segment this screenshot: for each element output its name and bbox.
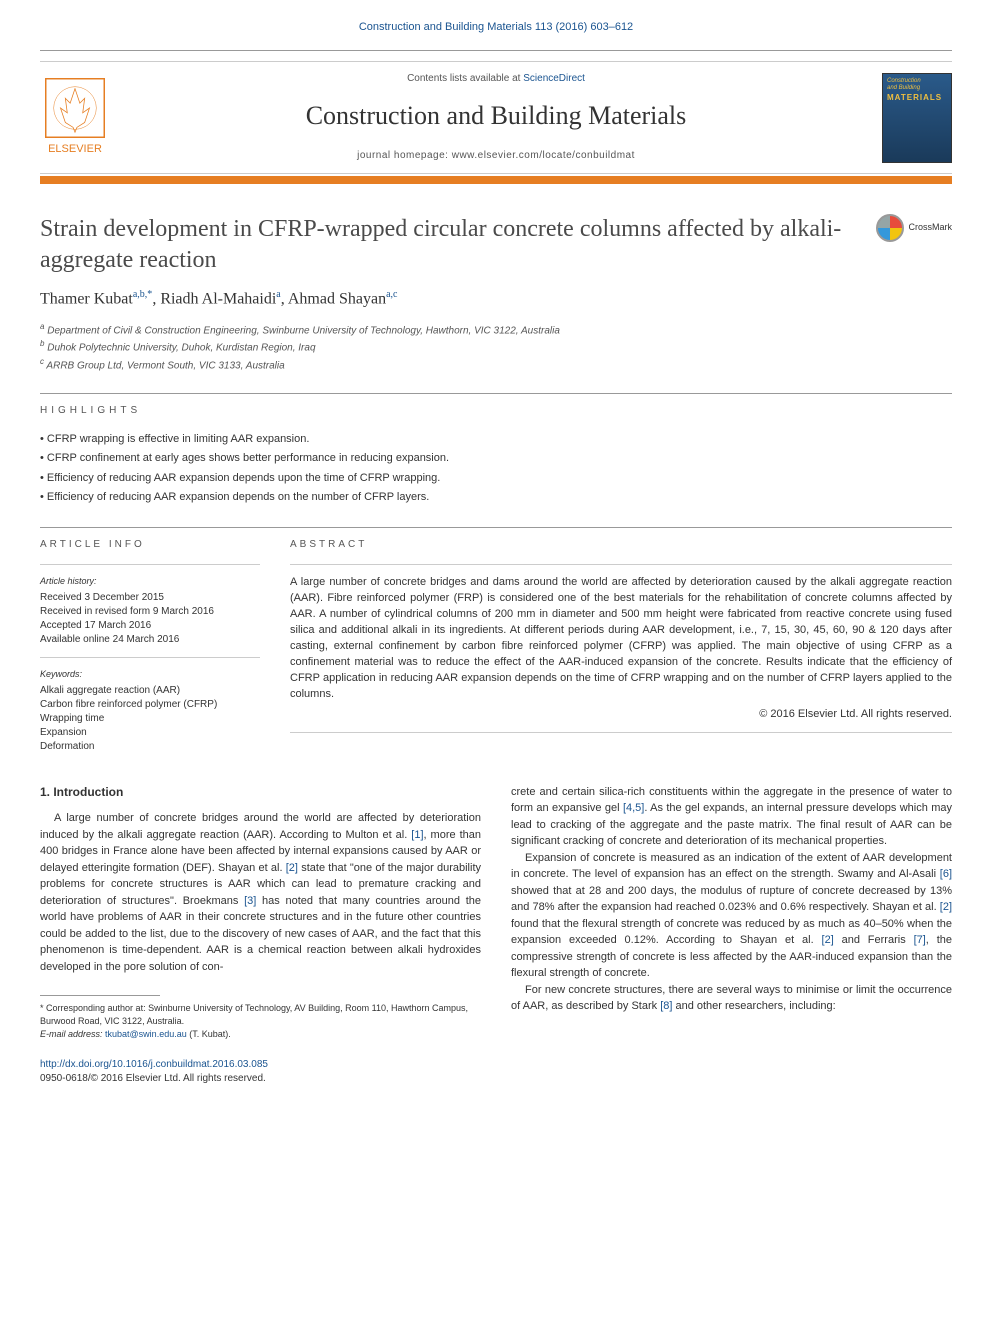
doi-link[interactable]: http://dx.doi.org/10.1016/j.conbuildmat.… bbox=[40, 1059, 268, 1070]
ref-link-8[interactable]: [8] bbox=[660, 1000, 672, 1012]
affiliations-block: a Department of Civil & Construction Eng… bbox=[40, 321, 952, 373]
ref-link-2c[interactable]: [2] bbox=[822, 934, 834, 946]
journal-reference: Construction and Building Materials 113 … bbox=[40, 20, 952, 35]
author-3-affil: a,c bbox=[386, 289, 397, 300]
author-3[interactable]: Ahmad Shayan bbox=[288, 290, 386, 307]
highlights-divider bbox=[40, 393, 952, 394]
journal-name: Construction and Building Materials bbox=[130, 98, 862, 134]
history-heading: Article history: bbox=[40, 575, 260, 588]
keyword-item: Carbon fibre reinforced polymer (CFRP) bbox=[40, 698, 260, 712]
sciencedirect-link[interactable]: ScienceDirect bbox=[523, 73, 585, 84]
corresponding-author-footnote: * Corresponding author at: Swinburne Uni… bbox=[40, 1002, 481, 1027]
crossmark-label: CrossMark bbox=[908, 221, 952, 234]
history-revised: Received in revised form 9 March 2016 bbox=[40, 605, 260, 619]
ref-link-2b[interactable]: [2] bbox=[940, 901, 952, 913]
keyword-item: Deformation bbox=[40, 740, 260, 754]
top-divider bbox=[40, 50, 952, 51]
affiliation-b: b Duhok Polytechnic University, Duhok, K… bbox=[40, 338, 952, 355]
email-suffix: (T. Kubat). bbox=[187, 1029, 231, 1039]
elsevier-tree-icon bbox=[45, 78, 105, 138]
footnote-separator bbox=[40, 995, 160, 996]
ref-link-1[interactable]: [1] bbox=[411, 829, 423, 841]
abstract-copyright: © 2016 Elsevier Ltd. All rights reserved… bbox=[290, 707, 952, 722]
ref-link-7[interactable]: [7] bbox=[914, 934, 926, 946]
cover-line1: Construction bbox=[887, 78, 947, 85]
info-abstract-row: article info Article history: Received 3… bbox=[40, 538, 952, 753]
highlight-item: Efficiency of reducing AAR expansion dep… bbox=[40, 469, 952, 488]
article-info-column: article info Article history: Received 3… bbox=[40, 538, 260, 753]
abstract-column: abstract A large number of concrete brid… bbox=[290, 538, 952, 753]
crossmark-badge[interactable]: CrossMark bbox=[876, 214, 952, 242]
email-footnote: E-mail address: tkubat@swin.edu.au (T. K… bbox=[40, 1028, 481, 1041]
keywords-heading: Keywords: bbox=[40, 668, 260, 681]
history-received: Received 3 December 2015 bbox=[40, 591, 260, 605]
ref-link-2[interactable]: [2] bbox=[286, 862, 298, 874]
elsevier-logo[interactable]: ELSEVIER bbox=[40, 78, 110, 158]
body-column-left: 1. Introduction A large number of concre… bbox=[40, 784, 481, 1087]
header-center: Contents lists available at ScienceDirec… bbox=[110, 72, 882, 162]
article-title: Strain development in CFRP-wrapped circu… bbox=[40, 214, 876, 276]
abstract-label: abstract bbox=[290, 538, 952, 552]
intro-paragraph-1: A large number of concrete bridges aroun… bbox=[40, 810, 481, 975]
keyword-item: Alkali aggregate reaction (AAR) bbox=[40, 684, 260, 698]
author-2-affil: a bbox=[276, 289, 280, 300]
orange-divider-bar bbox=[40, 176, 952, 184]
crossmark-icon bbox=[876, 214, 904, 242]
title-row: Strain development in CFRP-wrapped circu… bbox=[40, 214, 952, 276]
ref-link-45[interactable]: [4,5] bbox=[623, 802, 644, 814]
issn-copyright: 0950-0618/© 2016 Elsevier Ltd. All right… bbox=[40, 1073, 266, 1084]
introduction-heading: 1. Introduction bbox=[40, 784, 481, 801]
highlight-item: CFRP confinement at early ages shows bet… bbox=[40, 449, 952, 468]
elsevier-name: ELSEVIER bbox=[48, 142, 102, 157]
highlights-list: CFRP wrapping is effective in limiting A… bbox=[40, 430, 952, 508]
history-accepted: Accepted 17 March 2016 bbox=[40, 619, 260, 633]
keyword-item: Expansion bbox=[40, 726, 260, 740]
cover-line2: and Building bbox=[887, 85, 947, 92]
journal-header-block: ELSEVIER Contents lists available at Sci… bbox=[40, 61, 952, 173]
body-column-right: crete and certain silica-rich constituen… bbox=[511, 784, 952, 1087]
affiliation-a: a Department of Civil & Construction Eng… bbox=[40, 321, 952, 338]
authors-line: Thamer Kubata,b,*, Riadh Al-Mahaidia, Ah… bbox=[40, 288, 952, 311]
homepage-line: journal homepage: www.elsevier.com/locat… bbox=[130, 149, 862, 163]
abstract-text: A large number of concrete bridges and d… bbox=[290, 575, 952, 703]
body-columns: 1. Introduction A large number of concre… bbox=[40, 784, 952, 1087]
author-1[interactable]: Thamer Kubat bbox=[40, 290, 133, 307]
ref-link-6[interactable]: [6] bbox=[940, 868, 952, 880]
doi-block: http://dx.doi.org/10.1016/j.conbuildmat.… bbox=[40, 1058, 481, 1086]
info-abstract-divider bbox=[40, 527, 952, 528]
contents-available-line: Contents lists available at ScienceDirec… bbox=[130, 72, 862, 86]
highlight-item: CFRP wrapping is effective in limiting A… bbox=[40, 430, 952, 449]
keyword-item: Wrapping time bbox=[40, 712, 260, 726]
homepage-prefix: journal homepage: bbox=[357, 150, 452, 161]
journal-cover-thumbnail[interactable]: Construction and Building MATERIALS bbox=[882, 73, 952, 163]
history-online: Available online 24 March 2016 bbox=[40, 633, 260, 647]
author-1-affil: a,b,* bbox=[133, 289, 152, 300]
affiliation-c: c ARRB Group Ltd, Vermont South, VIC 313… bbox=[40, 356, 952, 373]
ref-link-3[interactable]: [3] bbox=[244, 895, 256, 907]
highlight-item: Efficiency of reducing AAR expansion dep… bbox=[40, 488, 952, 507]
contents-prefix: Contents lists available at bbox=[407, 73, 523, 84]
article-info-label: article info bbox=[40, 538, 260, 552]
body-paragraph-cont: crete and certain silica-rich constituen… bbox=[511, 784, 952, 850]
author-2[interactable]: Riadh Al-Mahaidi bbox=[160, 290, 276, 307]
body-paragraph-3: For new concrete structures, there are s… bbox=[511, 982, 952, 1015]
email-link[interactable]: tkubat@swin.edu.au bbox=[105, 1029, 187, 1039]
body-paragraph-2: Expansion of concrete is measured as an … bbox=[511, 850, 952, 982]
homepage-url[interactable]: www.elsevier.com/locate/conbuildmat bbox=[452, 150, 635, 161]
highlights-label: highlights bbox=[40, 404, 952, 418]
cover-line3: MATERIALS bbox=[887, 92, 947, 103]
email-label: E-mail address: bbox=[40, 1029, 105, 1039]
